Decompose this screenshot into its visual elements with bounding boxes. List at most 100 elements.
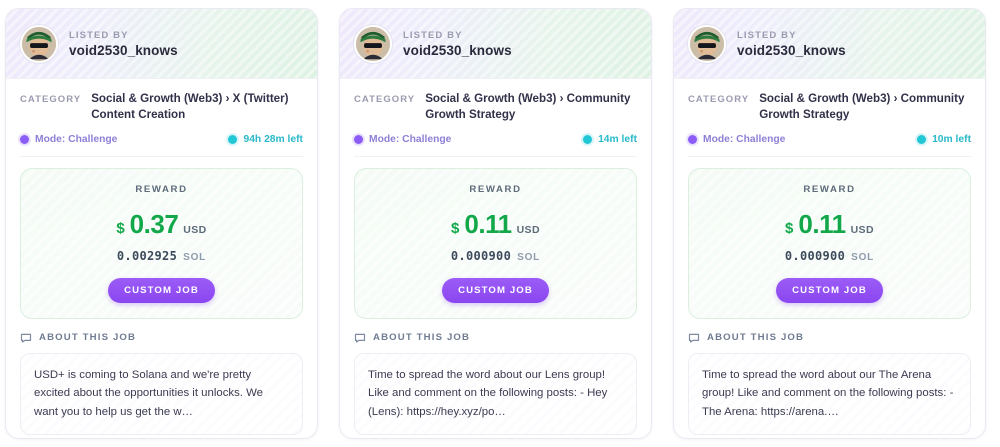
about-title: ABOUT THIS JOB bbox=[373, 332, 471, 344]
reward-sol-value: 0.000900 bbox=[784, 248, 846, 263]
about-header: ABOUT THIS JOB bbox=[20, 332, 303, 344]
job-card[interactable]: LISTED BY void2530_knows CATEGORY Social… bbox=[5, 8, 318, 439]
reward-usd-value: 0.37 bbox=[129, 208, 179, 239]
category-label: CATEGORY bbox=[20, 94, 82, 105]
message-square-icon bbox=[20, 333, 32, 343]
reward-amount-row: $ 0.11 USD bbox=[451, 211, 540, 237]
meta-row: Mode: Challenge 14m left bbox=[354, 134, 637, 157]
category-block: CATEGORY Social & Growth (Web3) › X (Twi… bbox=[6, 79, 317, 157]
lister-block: LISTED BY void2530_knows bbox=[403, 30, 512, 58]
status-dot-icon bbox=[20, 134, 29, 144]
about-wrap: ABOUT THIS JOB Time to spread the word a… bbox=[674, 319, 985, 436]
reward-usd-value: 0.11 bbox=[464, 208, 512, 239]
reward-usd-value: 0.11 bbox=[798, 208, 846, 239]
status-dot-icon bbox=[917, 134, 927, 144]
mode-text: Mode: Challenge bbox=[369, 133, 452, 145]
about-text: USD+ is coming to Solana and we're prett… bbox=[34, 368, 264, 418]
about-wrap: ABOUT THIS JOB Time to spread the word a… bbox=[340, 319, 651, 436]
custom-job-button[interactable]: CUSTOM JOB bbox=[442, 277, 549, 303]
reward-sol-value: 0.000900 bbox=[450, 248, 512, 263]
currency-symbol: $ bbox=[785, 219, 794, 237]
reward-sol-row: 0.000900 SOL bbox=[451, 249, 540, 263]
avatar bbox=[20, 24, 58, 63]
lister-name[interactable]: void2530_knows bbox=[403, 42, 512, 58]
time-left-text: 10m left bbox=[932, 133, 971, 145]
message-square-icon bbox=[688, 333, 700, 343]
currency-symbol: $ bbox=[451, 219, 460, 237]
token-code: SOL bbox=[851, 251, 875, 263]
reward-sol-row: 0.000900 SOL bbox=[785, 249, 874, 263]
custom-job-button[interactable]: CUSTOM JOB bbox=[108, 277, 215, 303]
meta-row: Mode: Challenge 94h 28m left bbox=[20, 134, 303, 157]
about-title: ABOUT THIS JOB bbox=[707, 332, 805, 344]
reward-box: REWARD $ 0.11 USD 0.000900 SOL CUSTOM JO… bbox=[688, 167, 971, 319]
card-header: LISTED BY void2530_knows bbox=[340, 9, 651, 79]
lister-name[interactable]: void2530_knows bbox=[737, 42, 846, 58]
status-dot-icon bbox=[583, 134, 593, 144]
reward-amount-row: $ 0.37 USD bbox=[116, 211, 206, 237]
category-row: CATEGORY Social & Growth (Web3) › X (Twi… bbox=[20, 91, 303, 124]
about-box: Time to spread the word about our Lens g… bbox=[354, 352, 637, 436]
reward-wrap: REWARD $ 0.11 USD 0.000900 SOL CUSTOM JO… bbox=[340, 157, 651, 319]
about-header: ABOUT THIS JOB bbox=[688, 332, 971, 344]
category-label: CATEGORY bbox=[354, 94, 416, 105]
listed-by-label: LISTED BY bbox=[737, 29, 797, 41]
token-code: SOL bbox=[517, 251, 541, 263]
about-box: USD+ is coming to Solana and we're prett… bbox=[20, 352, 303, 436]
avatar-image bbox=[356, 26, 390, 61]
listed-by-label: LISTED BY bbox=[403, 29, 463, 41]
category-row: CATEGORY Social & Growth (Web3) › Commun… bbox=[354, 91, 637, 124]
avatar-image bbox=[22, 26, 56, 61]
reward-amount-row: $ 0.11 USD bbox=[785, 211, 874, 237]
meta-row: Mode: Challenge 10m left bbox=[688, 134, 971, 157]
category-block: CATEGORY Social & Growth (Web3) › Commun… bbox=[340, 79, 651, 157]
reward-wrap: REWARD $ 0.37 USD 0.002925 SOL CUSTOM JO… bbox=[6, 157, 317, 319]
about-text: Time to spread the word about our The Ar… bbox=[702, 368, 954, 418]
category-value: Social & Growth (Web3) › Community Growt… bbox=[759, 92, 965, 122]
message-square-icon bbox=[354, 333, 366, 343]
reward-wrap: REWARD $ 0.11 USD 0.000900 SOL CUSTOM JO… bbox=[674, 157, 985, 319]
lister-block: LISTED BY void2530_knows bbox=[69, 30, 178, 58]
about-title: ABOUT THIS JOB bbox=[39, 332, 137, 344]
about-header: ABOUT THIS JOB bbox=[354, 332, 637, 344]
time-left-badge: 14m left bbox=[583, 134, 637, 145]
lister-name[interactable]: void2530_knows bbox=[69, 42, 178, 58]
reward-sol-value: 0.002925 bbox=[116, 248, 178, 263]
token-code: SOL bbox=[183, 251, 207, 263]
currency-code: USD bbox=[850, 223, 874, 236]
job-card[interactable]: LISTED BY void2530_knows CATEGORY Social… bbox=[339, 8, 652, 439]
mode-text: Mode: Challenge bbox=[35, 133, 118, 145]
custom-job-button[interactable]: CUSTOM JOB bbox=[776, 277, 883, 303]
status-dot-icon bbox=[688, 134, 697, 144]
category-row: CATEGORY Social & Growth (Web3) › Commun… bbox=[688, 91, 971, 124]
time-left-badge: 10m left bbox=[917, 134, 971, 145]
avatar bbox=[688, 24, 726, 63]
reward-sol-row: 0.002925 SOL bbox=[117, 249, 206, 263]
job-card[interactable]: LISTED BY void2530_knows CATEGORY Social… bbox=[673, 8, 986, 439]
category-value: Social & Growth (Web3) › X (Twitter) Con… bbox=[91, 92, 289, 122]
reward-box: REWARD $ 0.37 USD 0.002925 SOL CUSTOM JO… bbox=[20, 167, 303, 319]
about-box: Time to spread the word about our The Ar… bbox=[688, 352, 971, 436]
about-text: Time to spread the word about our Lens g… bbox=[368, 368, 608, 418]
currency-code: USD bbox=[183, 223, 207, 236]
time-left-text: 14m left bbox=[598, 133, 637, 145]
avatar-image bbox=[690, 26, 724, 61]
currency-symbol: $ bbox=[116, 219, 125, 237]
mode-badge: Mode: Challenge bbox=[20, 134, 117, 145]
status-dot-icon bbox=[354, 134, 363, 144]
status-dot-icon bbox=[228, 134, 238, 144]
reward-label: REWARD bbox=[803, 183, 856, 195]
mode-badge: Mode: Challenge bbox=[688, 134, 785, 145]
category-label: CATEGORY bbox=[688, 94, 750, 105]
about-wrap: ABOUT THIS JOB USD+ is coming to Solana … bbox=[6, 319, 317, 436]
mode-text: Mode: Challenge bbox=[703, 133, 786, 145]
currency-code: USD bbox=[516, 223, 540, 236]
card-header: LISTED BY void2530_knows bbox=[6, 9, 317, 79]
time-left-badge: 94h 28m left bbox=[228, 134, 303, 145]
time-left-text: 94h 28m left bbox=[243, 133, 303, 145]
reward-box: REWARD $ 0.11 USD 0.000900 SOL CUSTOM JO… bbox=[354, 167, 637, 319]
category-value: Social & Growth (Web3) › Community Growt… bbox=[425, 92, 631, 122]
mode-badge: Mode: Challenge bbox=[354, 134, 451, 145]
card-header: LISTED BY void2530_knows bbox=[674, 9, 985, 79]
listed-by-label: LISTED BY bbox=[69, 29, 129, 41]
